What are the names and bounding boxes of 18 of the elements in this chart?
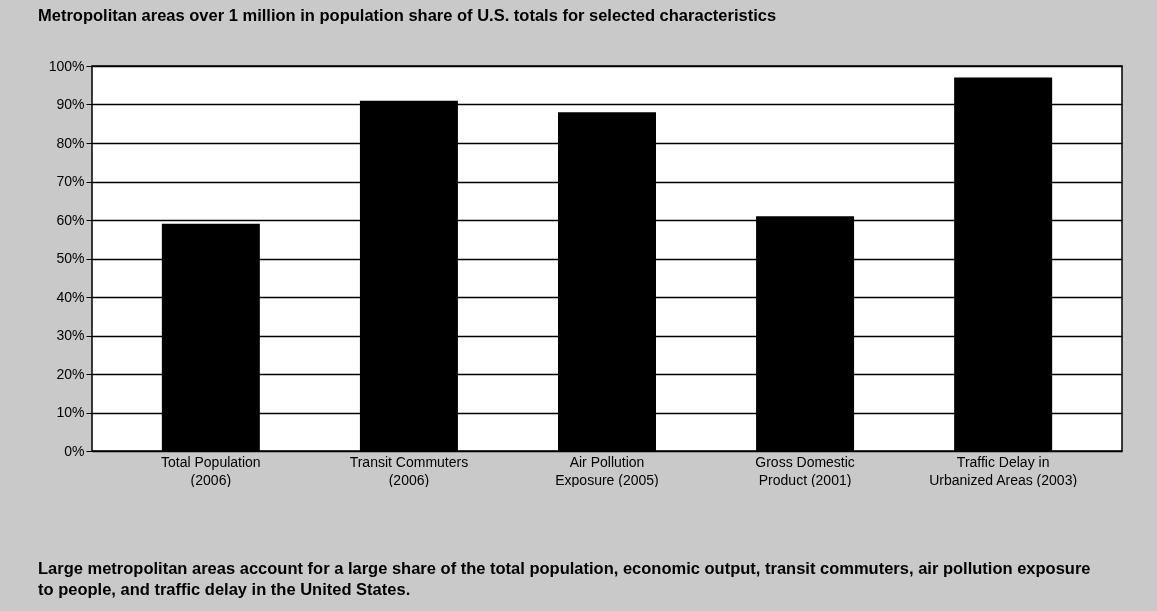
x-tick-label: Transit Commuters (2006) bbox=[349, 453, 469, 488]
y-tick-label: 50% bbox=[56, 250, 85, 266]
x-tick-label: Gross Domestic Product (2001) bbox=[755, 453, 855, 488]
y-tick-label: 30% bbox=[56, 327, 85, 343]
y-tick-label: 100% bbox=[48, 57, 85, 74]
x-tick-label: Traffic Delay in Urbanized Areas (2003) bbox=[929, 453, 1078, 488]
y-tick-label: 0% bbox=[64, 442, 85, 459]
y-tick-label: 40% bbox=[56, 288, 85, 305]
x-tick-label: Total Population (2006) bbox=[161, 453, 261, 488]
text: Large metropolitan areas account for a large share of the total population, economic output, transit commuters, air pollution exposure to people, and traffic delay in the United States. bbox=[38, 558, 1092, 600]
y-tick-label: 60% bbox=[56, 211, 85, 228]
y-tick-label: 70% bbox=[56, 173, 85, 189]
y-tick-label: 20% bbox=[56, 365, 85, 382]
y-tick-label: 90% bbox=[56, 96, 85, 112]
chart-title: Metropolitan areas over 1 million in population share of U.S. totals for selected characteristics bbox=[38, 6, 777, 25]
y-tick-label: 80% bbox=[56, 134, 85, 151]
y-tick-label: 10% bbox=[56, 404, 85, 420]
x-tick-label: Air Pollution Exposure (2005) bbox=[555, 453, 659, 488]
